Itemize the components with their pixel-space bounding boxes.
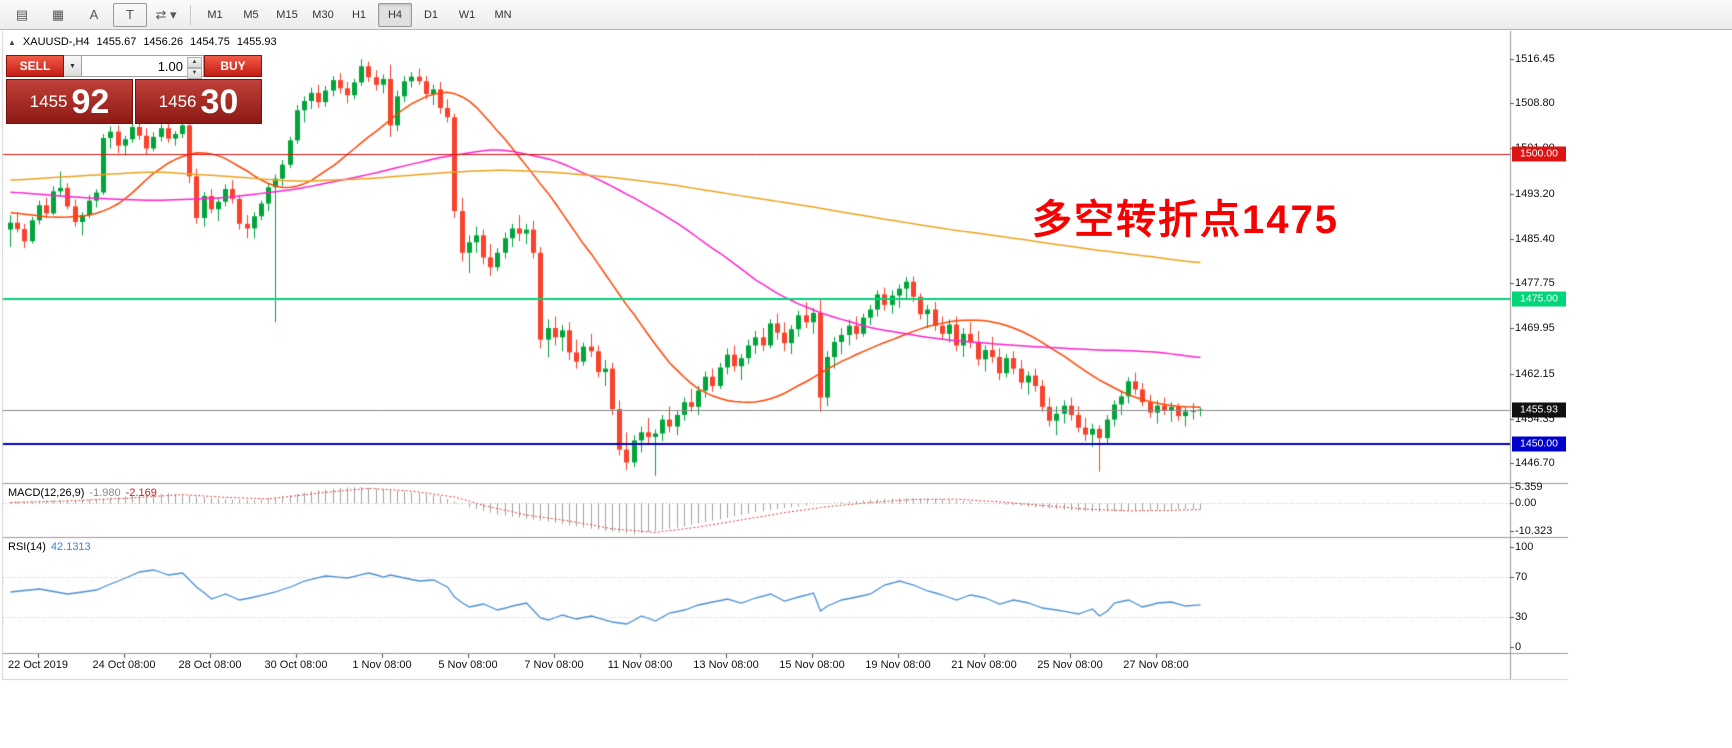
template-icon[interactable]: T [113, 2, 147, 27]
time-tick-label: 22 Oct 2019 [8, 659, 68, 671]
price-tick-label: 1508.80 [1515, 97, 1555, 110]
chart-canvas[interactable] [0, 31, 1732, 748]
sell-price-pips: 92 [71, 82, 110, 121]
objects-dropdown-icon[interactable]: ⇄ ▾ [155, 6, 177, 22]
time-tick-label: 1 Nov 08:00 [352, 659, 412, 671]
price-tick-label: 1485.40 [1515, 232, 1555, 245]
time-tick-label: 21 Nov 08:00 [951, 659, 1017, 671]
time-tick-label: 28 Oct 08:00 [178, 659, 242, 671]
buy-button[interactable]: BUY [204, 55, 262, 77]
price-level-badge-1475.00: 1475.00 [1512, 291, 1566, 307]
sell-price-main: 1455 [29, 91, 68, 111]
bar-chart-icon[interactable]: ▤ [15, 6, 29, 22]
one-click-trading-panel: SELL ▼ ▲ ▼ BUY 1455 92 1456 30 [6, 55, 262, 124]
time-tick-label: 7 Nov 08:00 [524, 659, 584, 671]
macd-label: MACD(12,26,9) [8, 487, 85, 499]
timeframe-button-m5[interactable]: M5 [243, 8, 259, 21]
rsi-scale-label: 100 [1515, 541, 1534, 553]
text-label-icon[interactable]: A [89, 7, 99, 22]
timeframe-button-m15[interactable]: M15 [276, 8, 298, 21]
rsi-label: RSI(14) [8, 541, 46, 553]
time-tick-label: 27 Nov 08:00 [1123, 659, 1189, 671]
macd-panel-label: MACD(12,26,9) -1.980 -2.169 [8, 487, 157, 499]
volume-input[interactable] [82, 56, 203, 76]
volume-field: ▲ ▼ [82, 55, 204, 79]
timeframe-button-m1[interactable]: M1 [207, 8, 223, 21]
macd-scale-label: 0.00 [1515, 497, 1537, 510]
rsi-value: 42.1313 [50, 541, 91, 553]
buy-price-pips: 30 [200, 82, 239, 121]
timeframe-button-group: M1 M5 M15 M30 H1 H4 D1 W1 MN [197, 2, 521, 27]
collapse-triangle-icon[interactable]: ▲ [8, 37, 16, 47]
rsi-scale-label: 0 [1515, 641, 1522, 653]
current-price-badge: 1455.93 [1512, 402, 1566, 418]
rsi-scale-label: 70 [1515, 571, 1528, 583]
price-tick-label: 1469.95 [1515, 322, 1555, 335]
price-level-badge-1450.00: 1450.00 [1512, 436, 1566, 452]
timeframe-button-d1[interactable]: D1 [423, 8, 439, 21]
buy-price-main: 1456 [158, 91, 197, 111]
ohlc-high: 1456.26 [143, 36, 184, 48]
macd-scale-label: -10.323 [1515, 525, 1553, 537]
volume-increase-button[interactable]: ▲ [187, 57, 202, 68]
order-type-dropdown-icon[interactable]: ▼ [64, 55, 82, 77]
sell-price-button[interactable]: 1455 92 [6, 79, 133, 124]
macd-value-main: -1.980 [89, 487, 121, 499]
toolbar-icon-group: ▤ ▦ A T ⇄ ▾ [4, 2, 184, 27]
price-tick-label: 1446.70 [1515, 457, 1555, 469]
symbol-label: XAUUSD-,H4 [22, 36, 90, 48]
price-tick-label: 1493.20 [1515, 187, 1555, 200]
chart-symbol-header: ▲ XAUUSD-,H4 1455.67 1456.26 1454.75 145… [8, 36, 277, 48]
price-tick-label: 1462.15 [1515, 367, 1555, 380]
chart-annotation-text: 多空转折点1475 [1032, 198, 1339, 242]
chart-area: ▲ XAUUSD-,H4 1455.67 1456.26 1454.75 145… [0, 31, 1732, 748]
price-tick-label: 1516.45 [1515, 53, 1555, 65]
time-tick-label: 11 Nov 08:00 [607, 659, 673, 671]
volume-spinner: ▲ ▼ [187, 57, 202, 79]
timeframe-button-w1[interactable]: W1 [458, 8, 476, 21]
timeframe-button-h4[interactable]: H4 [378, 2, 412, 27]
macd-value-signal: -2.169 [125, 487, 157, 499]
indicator-grid-icon[interactable]: ▦ [51, 6, 65, 22]
ohlc-open: 1455.67 [96, 36, 137, 48]
rsi-panel-label: RSI(14) 42.1313 [8, 541, 91, 553]
ohlc-low: 1454.75 [190, 36, 230, 48]
macd-scale-label: 5.359 [1515, 481, 1543, 493]
timeframe-button-mn[interactable]: MN [494, 8, 512, 21]
time-tick-label: 15 Nov 08:00 [779, 659, 845, 671]
toolbar-separator [190, 4, 191, 25]
time-tick-label: 24 Oct 08:00 [92, 659, 156, 671]
rsi-scale-label: 30 [1515, 611, 1528, 623]
sell-button[interactable]: SELL [6, 55, 64, 77]
time-tick-label: 5 Nov 08:00 [438, 659, 498, 671]
time-tick-label: 25 Nov 08:00 [1037, 659, 1103, 671]
timeframe-button-m30[interactable]: M30 [312, 8, 334, 21]
toolbar: ▤ ▦ A T ⇄ ▾ M1 M5 M15 M30 H1 H4 D1 W1 MN [0, 0, 1732, 30]
timeframe-button-h1[interactable]: H1 [351, 8, 367, 21]
volume-decrease-button[interactable]: ▼ [187, 68, 202, 79]
price-level-badge-1500.00: 1500.00 [1512, 146, 1566, 162]
time-tick-label: 13 Nov 08:00 [693, 659, 759, 671]
ohlc-close: 1455.93 [236, 36, 277, 48]
time-tick-label: 19 Nov 08:00 [865, 659, 931, 671]
price-tick-label: 1477.75 [1515, 277, 1555, 290]
buy-price-button[interactable]: 1456 30 [135, 79, 262, 124]
time-tick-label: 30 Oct 08:00 [264, 659, 328, 671]
